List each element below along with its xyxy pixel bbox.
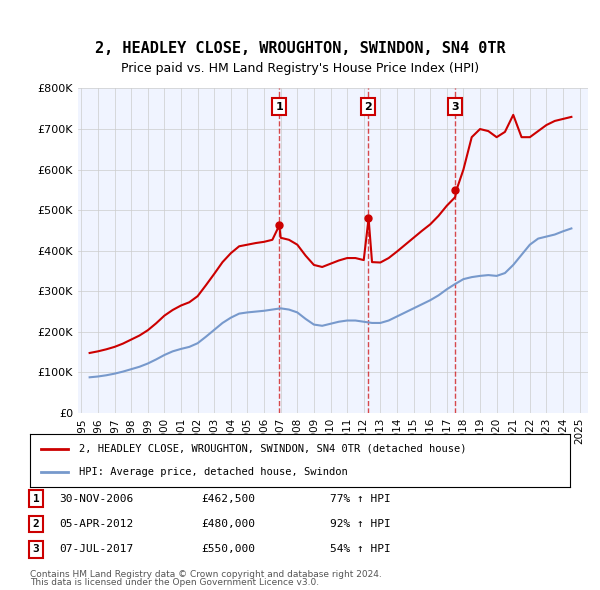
- Text: 2, HEADLEY CLOSE, WROUGHTON, SWINDON, SN4 0TR (detached house): 2, HEADLEY CLOSE, WROUGHTON, SWINDON, SN…: [79, 444, 466, 454]
- Text: 77% ↑ HPI: 77% ↑ HPI: [329, 494, 391, 503]
- Text: This data is licensed under the Open Government Licence v3.0.: This data is licensed under the Open Gov…: [30, 578, 319, 587]
- Text: Contains HM Land Registry data © Crown copyright and database right 2024.: Contains HM Land Registry data © Crown c…: [30, 571, 382, 579]
- Text: £480,000: £480,000: [201, 519, 255, 529]
- Text: £550,000: £550,000: [201, 545, 255, 554]
- Text: 1: 1: [275, 101, 283, 112]
- Text: Price paid vs. HM Land Registry's House Price Index (HPI): Price paid vs. HM Land Registry's House …: [121, 62, 479, 75]
- Text: 3: 3: [451, 101, 459, 112]
- Text: 30-NOV-2006: 30-NOV-2006: [59, 494, 133, 503]
- Text: £462,500: £462,500: [201, 494, 255, 503]
- Text: 3: 3: [32, 545, 40, 554]
- Text: 1: 1: [32, 494, 40, 503]
- Text: 92% ↑ HPI: 92% ↑ HPI: [329, 519, 391, 529]
- Text: 05-APR-2012: 05-APR-2012: [59, 519, 133, 529]
- Text: 2: 2: [364, 101, 372, 112]
- Text: 2: 2: [32, 519, 40, 529]
- Text: 54% ↑ HPI: 54% ↑ HPI: [329, 545, 391, 554]
- Text: HPI: Average price, detached house, Swindon: HPI: Average price, detached house, Swin…: [79, 467, 347, 477]
- Text: 07-JUL-2017: 07-JUL-2017: [59, 545, 133, 554]
- Text: 2, HEADLEY CLOSE, WROUGHTON, SWINDON, SN4 0TR: 2, HEADLEY CLOSE, WROUGHTON, SWINDON, SN…: [95, 41, 505, 56]
